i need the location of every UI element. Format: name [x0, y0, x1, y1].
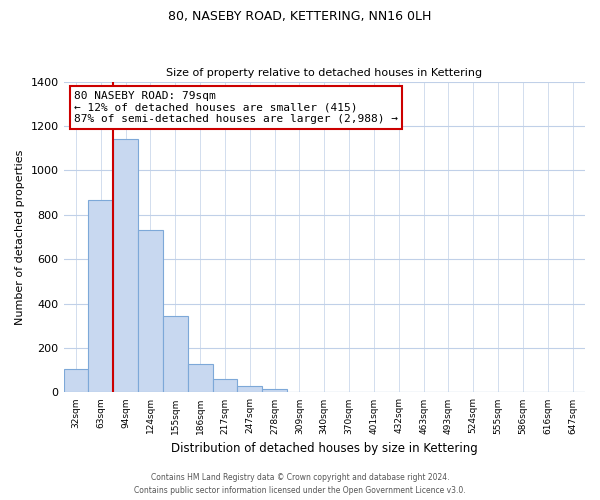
Bar	[64, 369, 88, 392]
Title: Size of property relative to detached houses in Kettering: Size of property relative to detached ho…	[166, 68, 482, 78]
Bar	[138, 230, 163, 392]
Bar	[212, 379, 238, 392]
Bar	[188, 364, 212, 392]
Text: Contains HM Land Registry data © Crown copyright and database right 2024.
Contai: Contains HM Land Registry data © Crown c…	[134, 473, 466, 495]
Text: 80, NASEBY ROAD, KETTERING, NN16 0LH: 80, NASEBY ROAD, KETTERING, NN16 0LH	[169, 10, 431, 23]
Y-axis label: Number of detached properties: Number of detached properties	[15, 150, 25, 324]
Bar	[238, 386, 262, 392]
Bar	[262, 389, 287, 392]
Text: 80 NASEBY ROAD: 79sqm
← 12% of detached houses are smaller (415)
87% of semi-det: 80 NASEBY ROAD: 79sqm ← 12% of detached …	[74, 91, 398, 124]
X-axis label: Distribution of detached houses by size in Kettering: Distribution of detached houses by size …	[171, 442, 478, 455]
Bar	[113, 140, 138, 392]
Bar	[88, 200, 113, 392]
Bar	[163, 316, 188, 392]
